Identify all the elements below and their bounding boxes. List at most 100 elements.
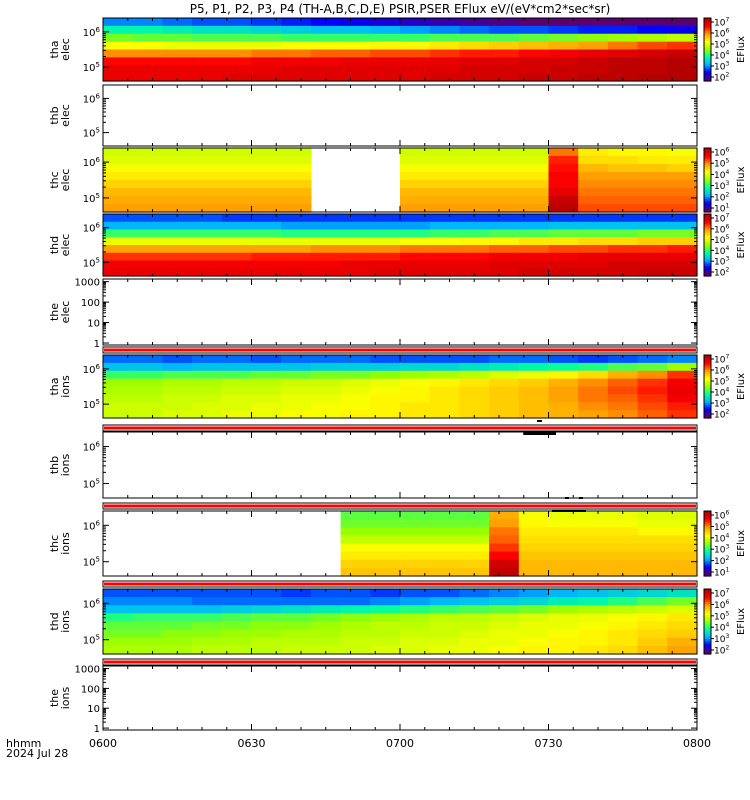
heatmap-cell (103, 645, 134, 655)
heatmap-cell (489, 65, 520, 74)
colorbar-swatch (704, 521, 711, 525)
heatmap-cell (578, 597, 609, 606)
heatmap-cell (281, 25, 312, 35)
data-mark-3 (579, 497, 583, 499)
heatmap-cell (221, 386, 253, 395)
heatmap-cell (281, 245, 312, 254)
heatmap-cell (310, 589, 342, 598)
heatmap-cell (518, 214, 550, 223)
heatmap-cell (607, 551, 639, 561)
colorbar-swatch (704, 158, 711, 162)
heatmap-cell (607, 402, 639, 411)
heatmap-cell (637, 172, 668, 181)
heatmap-cell (132, 355, 163, 364)
panel-frame (102, 84, 698, 147)
heatmap-cell (489, 637, 520, 647)
colorbar-swatch (704, 539, 711, 542)
heatmap-cell (518, 188, 550, 197)
heatmap-cell (607, 362, 639, 372)
heatmap-cell (667, 164, 698, 173)
colorbar-swatch (704, 236, 711, 240)
heatmap-cell (667, 172, 698, 181)
heatmap-cell (251, 57, 282, 66)
colorbar-swatch (704, 197, 711, 200)
heatmap-cell (251, 25, 282, 35)
colorbar-swatch (704, 247, 711, 250)
heatmap-cell (667, 33, 698, 43)
heatmap-cell (281, 386, 312, 395)
heatmap-cell (637, 394, 668, 403)
colorbar-swatch (704, 269, 711, 273)
heatmap-cell (548, 252, 579, 262)
heatmap-cell (637, 378, 668, 388)
heatmap-cell (103, 164, 134, 173)
heatmap-cell (162, 260, 193, 269)
heatmap-cell (162, 65, 193, 74)
heatmap-cell (429, 65, 460, 74)
heatmap-cell (578, 511, 609, 520)
heatmap-cell (281, 252, 312, 262)
heatmap-cell (518, 511, 550, 520)
heatmap-cell (429, 629, 460, 639)
heatmap-cell (162, 25, 193, 35)
heatmap-cell (429, 613, 460, 623)
heatmap-cell (281, 355, 312, 364)
heatmap-cell (548, 148, 579, 157)
colorbar-swatch (704, 517, 711, 521)
heatmap-cell (548, 402, 579, 411)
colorbar-swatch (704, 39, 711, 42)
heatmap-cell (637, 25, 668, 35)
heatmap-cell (132, 196, 163, 205)
date-label: 2024 Jul 28 (6, 747, 68, 760)
heatmap-cell (162, 245, 193, 254)
heatmap-cell (607, 394, 639, 403)
colorbar-swatch (704, 628, 711, 631)
heatmap-cell (400, 511, 431, 520)
heatmap-cell (310, 605, 342, 614)
missing-data-bar-low-1 (104, 428, 696, 430)
heatmap-cell (103, 597, 134, 606)
heatmap-cell (192, 156, 223, 165)
heatmap-cell (578, 41, 609, 51)
heatmap-cell (221, 221, 253, 231)
colorbar-swatch (704, 556, 711, 560)
heatmap-cell (221, 164, 253, 173)
colorbar-swatch (704, 66, 711, 69)
heatmap-cell (459, 645, 490, 655)
heatmap-cell (459, 621, 490, 631)
heatmap-cell (251, 605, 282, 614)
heatmap-cell (340, 597, 371, 606)
colorbar-swatch (704, 203, 711, 207)
heatmap-cell (162, 402, 193, 411)
heatmap-cell (578, 245, 609, 254)
colorbar-swatch (704, 599, 711, 603)
heatmap-cell (251, 370, 282, 380)
colorbar-swatch (704, 355, 711, 358)
heatmap-cell (370, 535, 401, 545)
bar-outline-1 (102, 424, 698, 432)
heatmap-cell (400, 268, 431, 277)
y-tick-label: 106 (83, 363, 101, 376)
heatmap-cell (192, 362, 223, 372)
heatmap-cell (132, 25, 163, 35)
heatmap-cell (221, 597, 253, 606)
heatmap-cell (429, 402, 460, 411)
heatmap-cell (281, 73, 312, 82)
heatmap-cell (340, 57, 371, 66)
heatmap-cell (459, 268, 490, 277)
colorbar-label: EFlux (736, 608, 747, 635)
colorbar-swatch (704, 167, 711, 170)
heatmap-cell (251, 362, 282, 372)
heatmap-cell (400, 378, 431, 388)
heatmap-cell (192, 410, 223, 419)
heatmap-cell (607, 188, 639, 197)
heatmap-cell (281, 188, 312, 197)
heatmap-cell (489, 362, 520, 372)
heatmap-cell (162, 221, 193, 231)
heatmap-cell (400, 567, 431, 577)
heatmap-cell (340, 370, 371, 380)
heatmap-cell (518, 18, 550, 27)
heatmap-cell (281, 65, 312, 74)
heatmap-cell (489, 164, 520, 173)
